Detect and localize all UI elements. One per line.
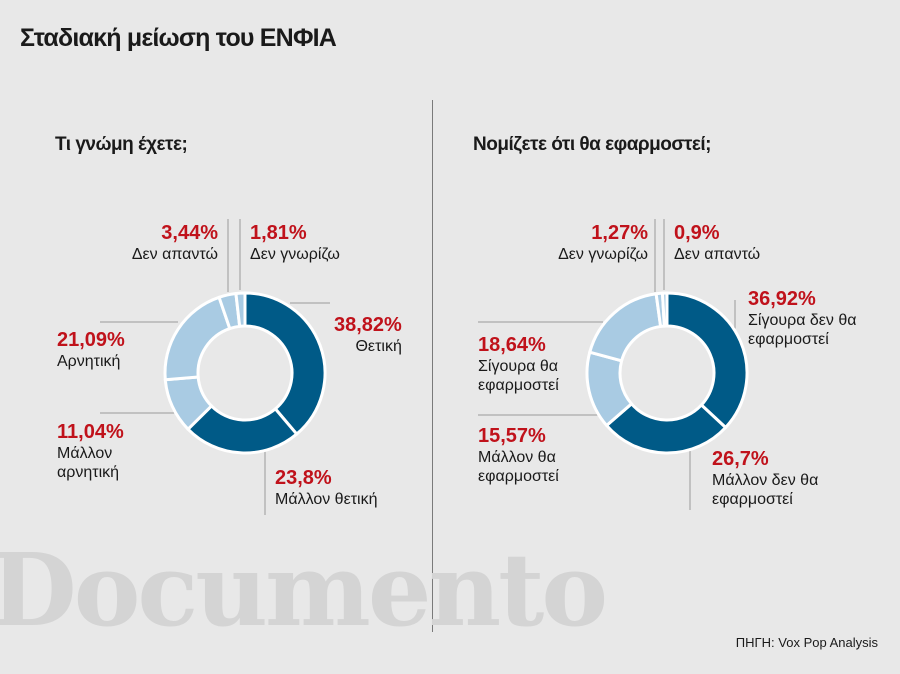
- chart-2-name-4: Δεν γνωρίζω: [558, 246, 648, 263]
- chart-2-pct-2: 15,57%: [478, 425, 546, 447]
- page-title: Σταδιακή μείωση του ΕΝΦΙΑ: [20, 24, 337, 52]
- chart-2-name-1: Μάλλον δεν θα εφαρμοστεί: [712, 472, 819, 508]
- chart-2-name-3: Σίγουρα θα εφαρμοστεί: [478, 358, 559, 394]
- chart-2-label-slice-1: 26,7% Μάλλον δεν θα εφαρμοστεί: [712, 447, 842, 509]
- panel-divider: [432, 100, 433, 632]
- chart-2-title: Νομίζετε ότι θα εφαρμοστεί;: [473, 134, 712, 155]
- chart-1-slice-5: [234, 291, 247, 328]
- chart-1-name-3: Αρνητική: [57, 353, 121, 370]
- chart-1-pct-0: 38,82%: [334, 314, 402, 336]
- chart-1-title: Τι γνώμη έχετε;: [55, 134, 188, 155]
- chart-1-name-5: Δεν γνωρίζω: [250, 246, 340, 263]
- chart-1-name-4: Δεν απαντώ: [131, 246, 218, 263]
- chart-1-slice-0: [243, 291, 327, 436]
- chart-2-name-0: Σίγουρα δεν θα εφαρμοστεί: [748, 312, 857, 348]
- chart-1-label-slice-5: 1,81% Δεν γνωρίζω: [250, 221, 340, 264]
- chart-1-label-slice-4: 3,44% Δεν απαντώ: [100, 221, 218, 264]
- chart-1-donut: [100, 219, 330, 515]
- chart-2-pct-5: 0,9%: [674, 222, 720, 244]
- chart-1-name-2: Μάλλον αρνητική: [57, 445, 120, 481]
- chart-1-pct-5: 1,81%: [250, 222, 307, 244]
- chart-2-label-slice-2: 15,57% Μάλλον θα εφαρμοστεί: [478, 424, 588, 486]
- chart-2-label-slice-4: 1,27% Δεν γνωρίζω: [520, 221, 648, 264]
- chart-1-label-slice-1: 23,8% Μάλλον θετική: [275, 466, 377, 509]
- chart-2-slice-0: [665, 291, 749, 429]
- chart-1-label-slice-3: 21,09% Αρνητική: [57, 328, 125, 371]
- chart-2-label-slice-5: 0,9% Δεν απαντώ: [674, 221, 760, 264]
- chart-2-pct-3: 18,64%: [478, 334, 546, 356]
- chart-1-pct-1: 23,8%: [275, 467, 332, 489]
- chart-1-name-1: Μάλλον θετική: [275, 491, 378, 508]
- chart-2-name-5: Δεν απαντώ: [674, 246, 761, 263]
- watermark-logo: Documento: [0, 531, 608, 649]
- chart-2-slice-3: [588, 292, 663, 363]
- source-note: ΠΗΓΗ: Vox Pop Analysis: [735, 635, 878, 650]
- chart-1-pct-3: 21,09%: [57, 329, 125, 351]
- chart-1-label-slice-2: 11,04% Μάλλον αρνητική: [57, 420, 167, 482]
- chart-2-pct-0: 36,92%: [748, 288, 816, 310]
- chart-2-slice-5: [660, 291, 669, 328]
- chart-2-donut: [478, 219, 749, 510]
- chart-2-label-slice-3: 18,64% Σίγουρα θα εφαρμοστεί: [478, 333, 588, 395]
- chart-1-name-0: Θετική: [355, 338, 402, 355]
- chart-2-slice-1: [605, 402, 728, 455]
- chart-2-pct-1: 26,7%: [712, 448, 769, 470]
- chart-1-slice-3: [163, 295, 232, 382]
- chart-2-label-slice-0: 36,92% Σίγουρα δεν θα εφαρμοστεί: [748, 287, 878, 349]
- chart-2-pct-4: 1,27%: [591, 222, 648, 244]
- chart-2-name-2: Μάλλον θα εφαρμοστεί: [478, 449, 559, 485]
- chart-1-pct-4: 3,44%: [161, 222, 218, 244]
- chart-1-label-slice-0: 38,82% Θετική: [334, 313, 402, 356]
- chart-1-pct-2: 11,04%: [57, 421, 124, 443]
